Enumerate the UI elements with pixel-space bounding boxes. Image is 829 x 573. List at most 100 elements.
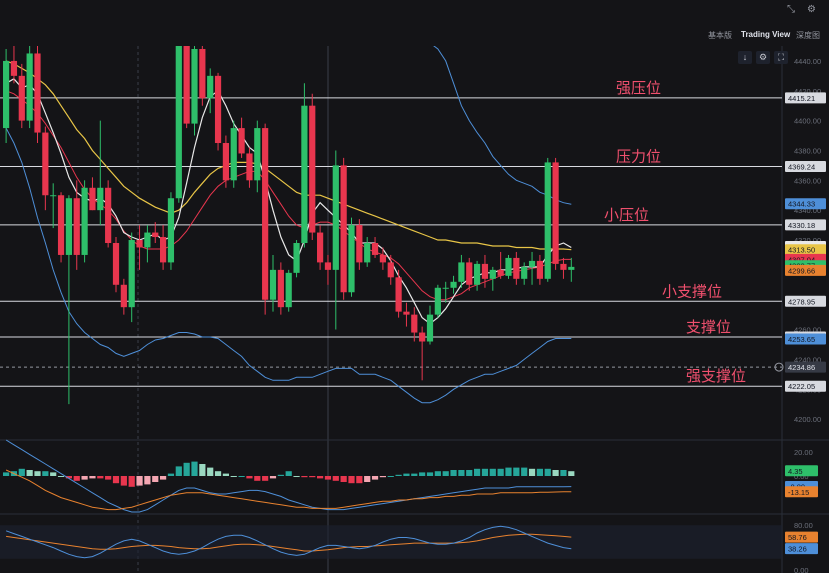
fullscreen-icon[interactable]: ⛶ bbox=[774, 51, 788, 64]
macd-tick-label: 0.00 bbox=[794, 472, 809, 481]
level-price-tag bbox=[785, 295, 826, 307]
macd-histogram-bar bbox=[222, 473, 229, 476]
macd-histogram-bar bbox=[466, 470, 473, 476]
candle-body bbox=[528, 260, 536, 267]
candle-body bbox=[481, 263, 489, 279]
macd-histogram-bar bbox=[544, 468, 551, 476]
macd-tag bbox=[785, 486, 818, 498]
price-chart[interactable]: 4200.004220.004240.004260.004280.004300.… bbox=[0, 46, 829, 573]
macd-tick-label: 20.00 bbox=[794, 448, 813, 457]
collapse-icon[interactable]: ⤡ bbox=[787, 4, 795, 15]
candle-body bbox=[434, 287, 441, 315]
macd-histogram-bar bbox=[191, 461, 198, 476]
level-annotation: 小压位 bbox=[604, 206, 649, 224]
candle-body bbox=[513, 257, 520, 279]
tab-basic[interactable]: 基本版 bbox=[708, 31, 732, 40]
macd-histogram-bar bbox=[309, 476, 316, 478]
macd-histogram-bar bbox=[528, 468, 536, 476]
macd-histogram-bar bbox=[324, 476, 332, 480]
candle-body bbox=[403, 311, 410, 315]
candle-body bbox=[144, 232, 151, 248]
macd-histogram-bar bbox=[199, 464, 206, 476]
crosshair-add-icon bbox=[774, 362, 784, 372]
candle-body bbox=[34, 53, 41, 133]
price-tick-label: 4200.00 bbox=[794, 415, 821, 424]
macd-histogram-bar bbox=[317, 476, 324, 479]
macd-histogram-bar bbox=[450, 470, 457, 476]
candle-body bbox=[521, 266, 528, 279]
macd-histogram-bar bbox=[568, 471, 575, 476]
candle-body bbox=[230, 128, 237, 181]
macd-histogram-bar bbox=[136, 476, 143, 486]
candle-body bbox=[238, 128, 245, 154]
candle-body bbox=[89, 187, 96, 211]
macd-histogram-bar bbox=[419, 472, 426, 476]
candle-body bbox=[301, 105, 308, 244]
price-tag-label: 4307.04 bbox=[788, 255, 815, 264]
settings-icon[interactable]: ⚙ bbox=[807, 4, 816, 15]
price-tag-label: 4253.65 bbox=[788, 335, 815, 344]
level-annotation: 强压位 bbox=[616, 79, 661, 97]
macd-tag bbox=[785, 465, 818, 477]
rsi-tag-label: 58.76 bbox=[788, 533, 807, 542]
macd-histogram-bar bbox=[285, 471, 292, 476]
macd-histogram-bar bbox=[105, 476, 112, 480]
candle-body bbox=[419, 332, 426, 342]
candle-body bbox=[536, 260, 543, 279]
candle-body bbox=[246, 153, 253, 181]
candle-body bbox=[97, 187, 104, 211]
macd-histogram-bar bbox=[497, 468, 504, 476]
price-tag bbox=[785, 198, 826, 210]
price-tag-label: 4299.66 bbox=[788, 266, 815, 275]
macd-dif-line bbox=[5, 439, 572, 513]
candle-body bbox=[552, 162, 559, 264]
price-tick-label: 4400.00 bbox=[794, 117, 821, 126]
candle-body bbox=[371, 243, 379, 255]
rsi-tag bbox=[785, 531, 818, 543]
tab-depth-chart[interactable]: 深度图 bbox=[796, 31, 820, 40]
candle-body bbox=[199, 48, 206, 99]
download-icon[interactable]: ↓ bbox=[738, 51, 752, 64]
macd-histogram-bar bbox=[262, 476, 269, 481]
candle-body bbox=[285, 272, 292, 308]
level-price-label: 4222.05 bbox=[788, 382, 815, 391]
candle-body bbox=[395, 277, 402, 312]
candle-body bbox=[568, 266, 575, 270]
macd-histogram-bar bbox=[521, 467, 528, 476]
rsi-tick-label: 80.00 bbox=[794, 521, 813, 530]
candle-body bbox=[332, 165, 339, 270]
macd-histogram-bar bbox=[144, 476, 151, 485]
level-annotation: 支撑位 bbox=[686, 318, 731, 336]
candle-body bbox=[466, 262, 473, 285]
level-annotation: 压力位 bbox=[616, 148, 661, 166]
macd-histogram-bar bbox=[50, 472, 57, 476]
candle-body bbox=[387, 262, 394, 278]
tab-tradingview[interactable]: Trading View bbox=[741, 30, 791, 39]
candle-body bbox=[214, 75, 222, 144]
candle-body bbox=[120, 284, 127, 308]
price-tag-label: 4344.33 bbox=[788, 200, 815, 209]
macd-histogram-bar bbox=[160, 476, 167, 480]
macd-histogram-bar bbox=[26, 470, 33, 476]
macd-histogram-bar bbox=[403, 473, 410, 476]
macd-histogram-bar bbox=[552, 470, 559, 476]
macd-histogram-bar bbox=[269, 476, 277, 479]
candle-body bbox=[183, 46, 190, 124]
macd-histogram-bar bbox=[214, 471, 222, 476]
chart-settings-icon[interactable]: ⚙ bbox=[756, 51, 770, 64]
rsi-blue-line bbox=[5, 525, 572, 559]
macd-histogram-bar bbox=[230, 476, 237, 477]
price-tag bbox=[785, 333, 826, 345]
top-bar: ⤡ ⚙ 基本版 Trading View 深度图 bbox=[0, 0, 829, 46]
candle-body bbox=[293, 243, 300, 273]
macd-histogram-bar bbox=[536, 468, 543, 476]
candle-body bbox=[3, 60, 10, 129]
macd-histogram-bar bbox=[277, 474, 284, 476]
candle-body bbox=[277, 269, 284, 308]
candle-body bbox=[458, 262, 465, 282]
price-tag bbox=[785, 264, 826, 276]
macd-histogram-bar bbox=[332, 476, 339, 481]
macd-histogram-bar bbox=[434, 471, 441, 476]
level-price-label: 4369.24 bbox=[788, 163, 815, 172]
candle-body bbox=[57, 195, 65, 255]
